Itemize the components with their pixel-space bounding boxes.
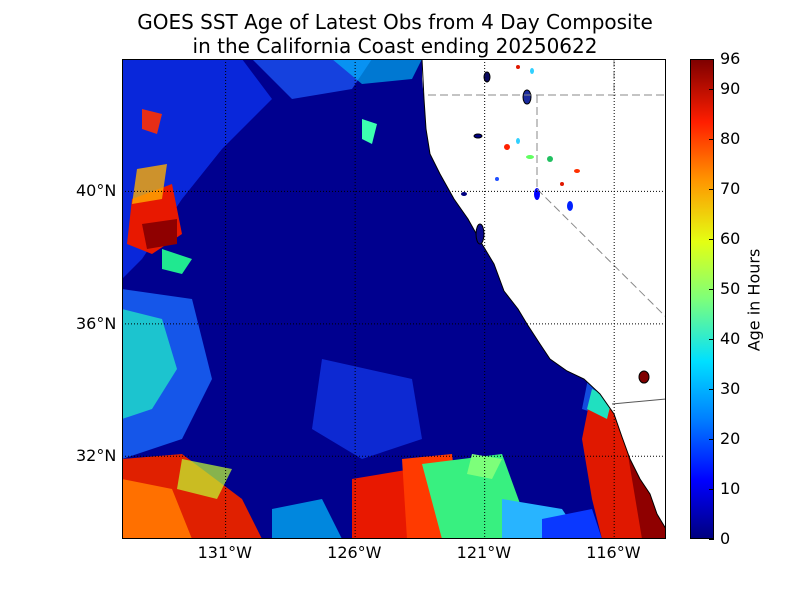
colorbar-tick-mark [709, 539, 714, 540]
colorbar-tick-mark [709, 489, 714, 490]
colorbar-tick-mark [709, 339, 714, 340]
colorbar-label: Age in Hours [744, 248, 764, 352]
colorbar-tick-label: 0 [720, 529, 731, 548]
colorbar-tick-label: 70 [720, 179, 741, 198]
longitude-tick-label: 116°W [586, 543, 641, 562]
colorbar-tick-mark [709, 139, 714, 140]
colorbar-tick-mark [709, 239, 714, 240]
map-title-line-2: in the California Coast ending 20250622 [192, 34, 598, 58]
inland-lakes [461, 65, 650, 384]
colorbar-tick-label: 30 [720, 379, 741, 398]
longitude-tick-label: 131°W [197, 543, 252, 562]
colorbar-tick-label: 40 [720, 329, 741, 348]
sst-age-map [122, 59, 666, 539]
colorbar-tick-mark [709, 439, 714, 440]
colorbar [690, 59, 714, 539]
land-mass [422, 59, 666, 529]
colorbar-tick-mark [709, 389, 714, 390]
colorbar-tick-mark [709, 189, 714, 190]
longitude-tick-label: 126°W [327, 543, 382, 562]
latitude-tick-label: 32°N [76, 446, 117, 466]
map-frame [122, 59, 666, 539]
map-title-line-1: GOES SST Age of Latest Obs from 4 Day Co… [137, 10, 653, 34]
colorbar-tick-label: 20 [720, 429, 741, 448]
colorbar-tick-mark [709, 289, 714, 290]
latitude-tick-label: 40°N [76, 181, 117, 201]
coastline [421, 59, 666, 530]
longitude-tick-label: 121°W [456, 543, 512, 562]
graticule [122, 59, 666, 539]
colorbar-tick-label: 60 [720, 229, 741, 248]
colorbar-tick-label: 90 [720, 79, 741, 98]
colorbar-tick-label: 50 [720, 279, 741, 298]
colorbar-tick-mark [709, 59, 714, 60]
latitude-tick-label: 36°N [76, 313, 117, 333]
colorbar-tick-mark [709, 89, 714, 90]
colorbar-tick-label: 10 [720, 479, 741, 498]
colorbar-tick-label: 80 [720, 129, 741, 148]
colorbar-tick-label: 96 [720, 49, 741, 68]
